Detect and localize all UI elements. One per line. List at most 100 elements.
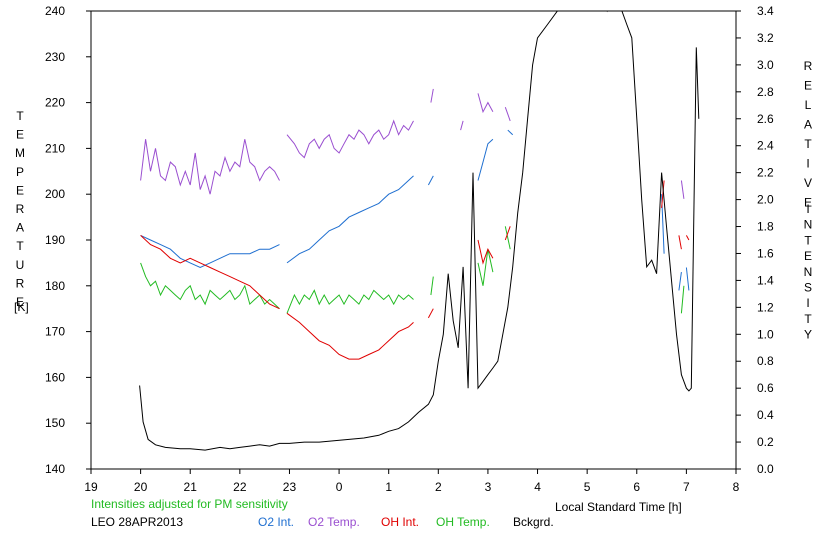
right-axis-tick-label: 2.2: [757, 166, 774, 180]
x-axis-tick-label: 3: [485, 480, 492, 494]
right-axis-title-letter: E: [804, 196, 812, 210]
right-axis-title-letter: I: [806, 157, 809, 171]
left-axis-ticks: 140 150 160 170 180 190 200 210 220 230 240: [45, 4, 91, 476]
left-axis-tick-label: 230: [45, 50, 65, 64]
left-axis-tick-label: 180: [45, 279, 65, 293]
series-line-oh-int: [685, 235, 690, 241]
right-axis-tick-label: 3.4: [757, 4, 774, 18]
right-axis-title-letter: R: [804, 59, 813, 73]
series-line-oh-int: [661, 180, 665, 208]
right-axis-tick-label: 2.6: [757, 112, 774, 126]
right-axis-tick-label: 3.0: [757, 58, 774, 72]
left-axis-title-letter: T: [16, 239, 24, 253]
right-axis-tick-label: 1.8: [757, 220, 774, 234]
series-line-o2-temp: [477, 93, 494, 114]
x-axis-tick-label: 6: [633, 480, 640, 494]
legend-entry: Bckgrd.: [513, 515, 554, 529]
right-axis-title-letter: T: [804, 137, 812, 151]
right-axis-title-letter: L: [805, 98, 812, 112]
series-line-o2-int: [507, 129, 514, 136]
legend-entry: OH Int.: [381, 515, 419, 529]
series-line-o2-temp: [140, 139, 280, 195]
series-line-oh-int: [427, 308, 434, 319]
right-axis-tick-label: 0.2: [757, 435, 774, 449]
left-axis-tick-label: 190: [45, 233, 65, 247]
left-axis-title-letter: U: [16, 258, 25, 272]
series-line-oh-int: [286, 312, 414, 360]
legend-entry: O2 Temp.: [308, 515, 360, 529]
legend: O2 Int. O2 Temp. OH Int. OH Temp. Bckgrd.: [258, 515, 554, 529]
series-line-o2-temp: [286, 119, 414, 159]
series-line-o2-temp: [430, 88, 434, 103]
left-axis-title-letter: E: [16, 295, 24, 309]
right-axis-tick-label: 2.4: [757, 139, 774, 153]
left-axis-title-letter: P: [16, 165, 24, 179]
right-axis-title-letter: I: [806, 202, 809, 216]
left-axis-tick-label: 170: [45, 325, 65, 339]
series-line-oh-temp: [680, 285, 685, 314]
x-axis-tick-label: 1: [385, 480, 392, 494]
series-line-oh-int: [504, 226, 511, 241]
right-axis-title-letter: N: [804, 265, 813, 279]
series-line-oh-temp: [477, 249, 494, 286]
legend-entry: O2 Int.: [258, 515, 294, 529]
right-axis-title-letter: I: [806, 296, 809, 310]
left-axis-unit: [K]: [14, 300, 29, 314]
left-axis-tick-label: 210: [45, 141, 65, 155]
left-axis-title-letter: M: [15, 146, 25, 160]
left-axis-tick-label: 200: [45, 187, 65, 201]
series-line-oh-int: [140, 235, 280, 310]
series-line-o2-int: [678, 272, 682, 291]
series-line-o2-temp: [680, 180, 685, 199]
x-axis-label: Local Standard Time [h]: [555, 500, 682, 514]
x-axis-tick-label: 5: [584, 480, 591, 494]
right-axis-title-letter: Y: [804, 328, 812, 342]
x-axis-tick-label: 20: [134, 480, 148, 494]
sensitivity-note: Intensities adjusted for PM sensitivity: [91, 497, 288, 511]
right-axis-title-letter: S: [804, 281, 812, 295]
left-axis-title-letter: R: [16, 202, 25, 216]
x-axis-tick-label: 2: [435, 480, 442, 494]
series-line-oh-temp: [140, 262, 280, 310]
series-line-oh-int: [678, 235, 682, 250]
series-line-o2-int: [477, 138, 494, 181]
left-axis-tick-label: 240: [45, 4, 65, 18]
series-line-o2-temp: [504, 107, 511, 122]
right-axis-title-letter: T: [804, 233, 812, 247]
left-axis-title-letter: T: [16, 109, 24, 123]
right-axis-title-letter: T: [804, 312, 812, 326]
series-line-o2-int: [685, 267, 690, 291]
series-line-o2-temp: [460, 120, 464, 131]
x-axis-tick-label: 8: [733, 480, 740, 494]
series-line-oh-int: [477, 239, 494, 265]
x-axis-tick-label: 4: [534, 480, 541, 494]
right-axis-tick-label: 1.0: [757, 327, 774, 341]
x-axis-tick-label: 0: [336, 480, 343, 494]
right-axis-title-letter: N: [804, 218, 813, 232]
right-axis-tick-label: 3.2: [757, 31, 774, 45]
series-line-oh-temp: [286, 289, 414, 314]
left-axis-title-letter: A: [16, 221, 24, 235]
series-line-bckgrd: [139, 11, 700, 451]
right-axis-tick-label: 1.2: [757, 300, 774, 314]
x-axis-tick-label: 23: [283, 480, 297, 494]
x-axis-tick-label: 21: [184, 480, 198, 494]
left-axis-tick-label: 220: [45, 96, 65, 110]
series-line-oh-temp: [430, 276, 434, 296]
legend-entry: OH Temp.: [436, 515, 490, 529]
left-axis-tick-label: 160: [45, 370, 65, 384]
left-axis-title-letter: E: [16, 183, 24, 197]
right-axis-title-letter: E: [804, 79, 812, 93]
right-axis-title-letter: E: [804, 249, 812, 263]
left-axis-title-letter: E: [16, 128, 24, 142]
right-axis-tick-label: 1.4: [757, 273, 774, 287]
right-axis-tick-label: 0.4: [757, 408, 774, 422]
series-line-oh-temp: [504, 226, 511, 250]
right-axis-tick-label: 2.0: [757, 193, 774, 207]
right-axis-title-letter: V: [804, 176, 812, 190]
series-line-o2-int: [286, 175, 414, 264]
station-label: LEO 28APR2013: [91, 515, 183, 529]
